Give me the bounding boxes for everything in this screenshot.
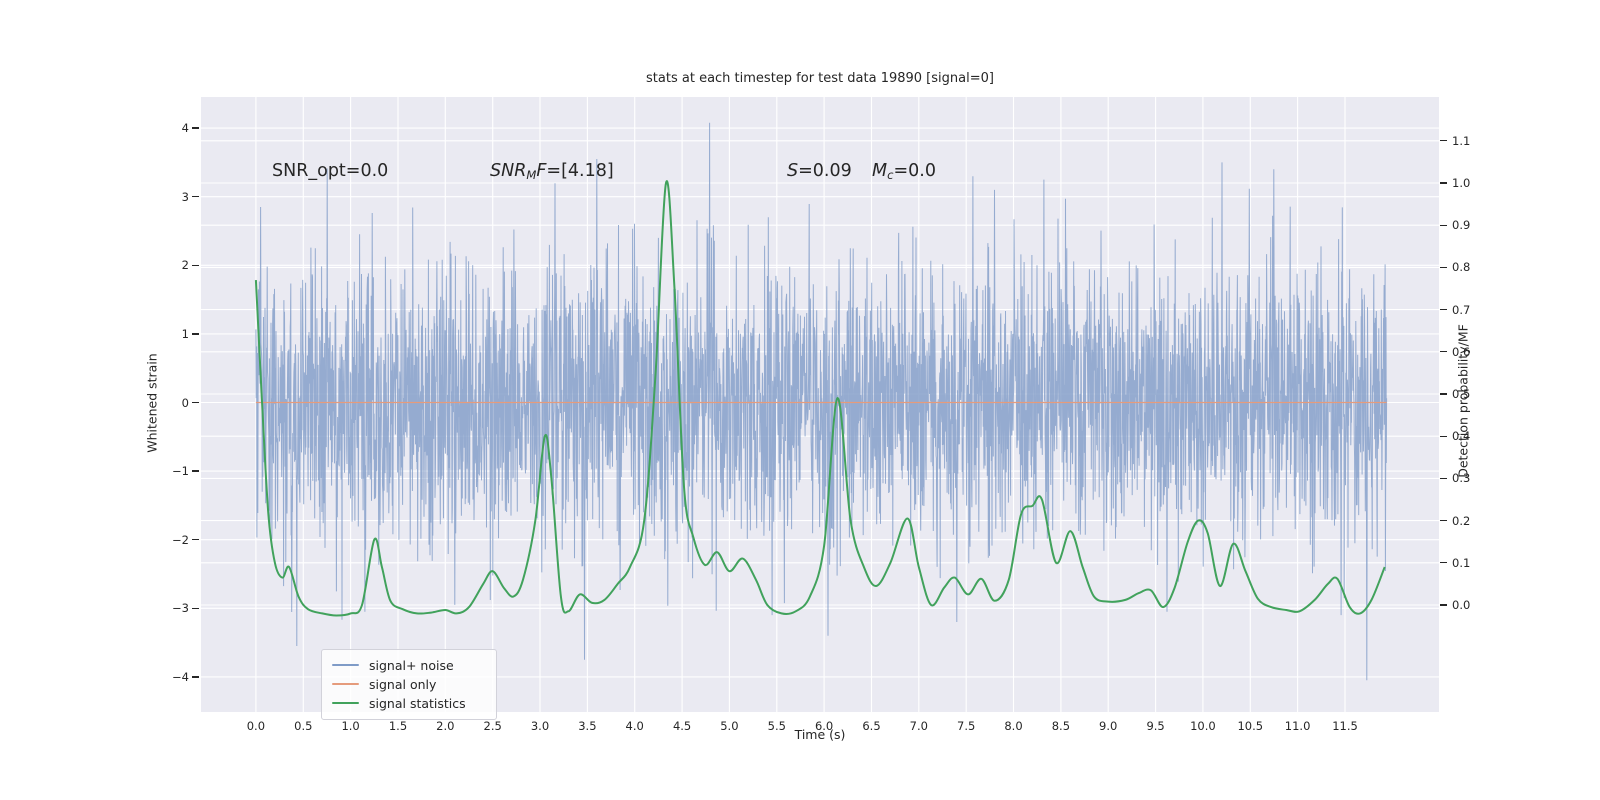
x-tick-label: 3.0 [530,719,550,733]
x-tick-label: 2.0 [436,719,455,733]
annotation-segment: F [536,161,547,181]
x-tick-label: 7.0 [909,719,928,733]
annotation-segment: c [887,168,894,183]
x-tick-label: 8.0 [1004,719,1023,733]
annotation-segment: S [787,161,799,181]
y-right-tick-label: 0.0 [1452,598,1471,612]
y-right-tick-mark [1440,562,1447,564]
annotation-s-value: S=0.09 [787,161,852,181]
y-right-tick-mark [1440,140,1447,142]
annotation-snr-opt: SNR_opt=0.0 [272,161,388,181]
x-tick-label: 11.5 [1332,719,1358,733]
y-left-tick-mark [192,264,199,266]
y-left-tick-label: 1 [181,326,189,341]
annotation-segment: M [526,168,537,183]
annotation-segment: SNR [490,161,527,181]
y-right-tick-label: 0.2 [1452,513,1471,528]
y-right-tick-mark [1440,604,1447,606]
x-tick-label: 9.0 [1099,719,1118,733]
x-tick-label: 7.5 [957,719,976,733]
x-tick-label: 1.5 [388,719,408,733]
x-tick-label: 4.5 [672,719,692,733]
legend-item-label: signal+ noise [369,657,454,673]
annotation-segment: M [872,161,888,181]
y-right-tick-mark [1440,393,1447,395]
annotation-mc-value: Mc=0.0 [872,161,936,182]
annotation-snr-mf: SNRMF=[4.18] [490,161,614,182]
x-tick-label: 6.0 [814,719,834,733]
y-left-axis-label: Whitened strain [144,353,160,453]
legend-line-swatch [332,702,359,704]
y-right-tick-label: 0.7 [1452,302,1471,317]
x-tick-label: 10.0 [1190,719,1216,733]
x-tick-label: 2.5 [483,719,502,733]
y-left-tick-label: −4 [172,669,189,684]
annotation-segment: =0.09 [798,161,852,181]
y-left-tick-label: 4 [181,121,189,136]
y-right-tick-mark [1440,182,1447,184]
x-tick-label: 10.5 [1237,719,1264,733]
y-left-tick-label: 3 [181,189,189,204]
y-left-tick-label: −3 [172,601,189,616]
y-left-tick-mark [192,333,199,335]
y-right-tick-mark [1440,435,1447,437]
legend-item-label: signal statistics [369,695,466,711]
x-tick-label: 11.0 [1284,719,1311,733]
y-left-tick-label: 0 [181,395,189,410]
x-tick-label: 8.5 [1051,719,1071,733]
legend-line-swatch [332,664,359,666]
y-right-tick-label: 0.8 [1452,260,1471,275]
x-tick-label: 4.0 [625,719,644,733]
x-tick-label: 3.5 [578,719,597,733]
legend-item: signal only [330,675,488,693]
y-right-tick-label: 1.1 [1452,133,1471,148]
y-right-tick-mark [1440,519,1447,522]
x-tick-label: 0.0 [246,719,266,733]
legend-item: signal+ noise [330,656,488,674]
y-left-tick-label: −2 [172,532,189,547]
y-left-tick-mark [192,607,199,609]
legend-item-label: signal only [369,676,437,692]
legend-item: signal statistics [330,694,488,712]
legend: signal+ noise signal only signal statistic… [321,649,497,720]
x-tick-label: 0.5 [294,719,313,733]
y-right-tick-label: 1.0 [1452,176,1471,190]
y-left-tick-label: −1 [172,464,189,479]
plot-area: signal+ noise signal only signal statistic… [201,97,1439,720]
x-tick-label: 5.0 [720,719,739,733]
annotation-segment: =0.0 [893,161,936,181]
y-right-tick-label: 0.1 [1452,555,1471,570]
y-left-tick-mark [192,470,199,472]
y-left-tick-label: 2 [181,258,189,273]
chart-svg [201,97,1439,712]
annotation-segment: SNR_opt=0.0 [272,161,389,181]
annotation-segment: =[4.18] [546,161,614,181]
x-tick-label: 5.5 [767,719,786,733]
y-left-tick-mark [192,196,199,198]
x-axis-label: Time (s) [794,727,846,742]
y-right-tick-mark [1440,477,1447,480]
y-right-tick-mark [1440,351,1447,353]
y-right-tick-label: 0.3 [1452,471,1471,486]
y-right-tick-mark [1440,266,1447,269]
y-right-tick-mark [1440,224,1447,226]
legend-line-swatch [332,683,359,685]
y-left-tick-mark [192,676,199,678]
y-right-tick-mark [1440,308,1447,311]
x-tick-label: 6.5 [862,719,881,733]
x-tick-label: 9.5 [1146,719,1165,733]
y-right-tick-label: 0.4 [1452,429,1471,444]
y-left-tick-mark [192,539,199,541]
x-tick-label: 1.0 [341,719,360,733]
y-right-tick-label: 0.9 [1452,218,1471,233]
y-left-tick-mark [192,127,199,129]
y-right-tick-label: 0.5 [1452,387,1471,401]
chart-title: stats at each timestep for test data 198… [646,71,994,86]
y-left-tick-mark [192,401,199,404]
y-right-tick-label: 0.6 [1452,344,1471,359]
